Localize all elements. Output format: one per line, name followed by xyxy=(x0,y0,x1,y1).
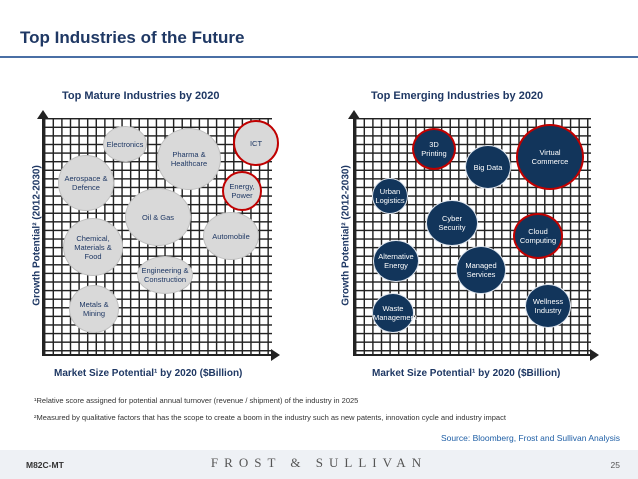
bubble-label: 3D Printing xyxy=(421,140,447,158)
page-number: 25 xyxy=(610,460,620,470)
mature-x-axis-label: Market Size Potential¹ by 2020 ($Billion… xyxy=(54,368,243,379)
bubble-chemical: Chemical, Materials & Food xyxy=(63,218,123,276)
bubble-alternative-energy: Alternative Energy xyxy=(373,240,419,282)
bubble-pharma: Pharma & Healthcare xyxy=(157,128,221,190)
bubble-label: Energy, Power xyxy=(229,182,255,200)
mature-x-arrow-icon xyxy=(271,349,280,361)
bubble-cyber-security: Cyber Security xyxy=(426,200,478,246)
footer-bar xyxy=(0,450,638,479)
bubble-managed-services: Managed Services xyxy=(456,246,506,294)
bubble-waste-management: Waste Management xyxy=(372,293,417,333)
bubble-label: Urban Logistics xyxy=(375,187,405,205)
bubble-label: Aerospace & Defence xyxy=(64,174,108,192)
bubble-label: Automobile xyxy=(212,231,250,241)
bubble-energy: Energy, Power xyxy=(222,171,262,211)
emerging-y-axis-label: Growth Potential² (2012-2030) xyxy=(340,165,352,306)
bubble-label: Pharma & Healthcare xyxy=(170,150,208,168)
bubble-label: Big Data xyxy=(473,162,503,172)
bubble-urban-logistics: Urban Logistics xyxy=(372,178,408,214)
title-divider xyxy=(0,56,638,58)
bubble-label: Cyber Security xyxy=(438,214,466,232)
emerging-x-arrow-icon xyxy=(590,349,599,361)
bubble-aerospace: Aerospace & Defence xyxy=(58,155,114,211)
bubble-metals: Metals & Mining xyxy=(69,285,119,333)
bubble-wellness-industry: Wellness Industry xyxy=(525,284,571,328)
emerging-x-axis-label: Market Size Potential¹ by 2020 ($Billion… xyxy=(372,368,561,379)
mature-y-axis-label: Growth Potential² (2012-2030) xyxy=(31,165,43,306)
bubble-label: Chemical, Materials & Food xyxy=(74,233,112,261)
emerging-y-arrow-icon xyxy=(348,110,360,119)
bubble-engineering: Engineering & Construction xyxy=(137,256,193,294)
bubble-label: Managed Services xyxy=(465,261,497,279)
emerging-panel-title: Top Emerging Industries by 2020 xyxy=(371,90,544,102)
bubble-label: Virtual Commerce xyxy=(531,148,569,166)
footer-code: M82C-MT xyxy=(26,460,64,470)
bubble-automobile: Automobile xyxy=(203,212,259,260)
footnote-1: ¹Relative score assigned for potential a… xyxy=(34,396,359,405)
bubble-label: ICT xyxy=(249,138,263,148)
bubble-label: Cloud Computing xyxy=(519,227,557,245)
brand-logo: FROST & SULLIVAN xyxy=(210,455,428,470)
source-citation: Source: Bloomberg, Frost and Sullivan An… xyxy=(440,433,620,443)
mature-y-arrow-icon xyxy=(37,110,49,119)
footnote-2: ²Measured by qualitative factors that ha… xyxy=(34,413,506,422)
bubble-cloud-computing: Cloud Computing xyxy=(513,213,563,259)
bubble-label: Alternative Energy xyxy=(378,252,414,270)
bubble-label: Waste Management xyxy=(373,304,417,322)
bubble-label: Engineering & Construction xyxy=(141,266,189,284)
bubble-label: Metals & Mining xyxy=(79,300,109,318)
bubble-label: Wellness Industry xyxy=(532,297,564,315)
bubble-oil-gas: Oil & Gas xyxy=(125,188,191,246)
bubble-ict: ICT xyxy=(233,120,279,166)
mature-panel-title: Top Mature Industries by 2020 xyxy=(62,90,220,102)
bubble-3d-printing: 3D Printing xyxy=(412,128,456,170)
bubble-label: Oil & Gas xyxy=(141,212,175,222)
bubble-label: Electronics xyxy=(106,139,144,149)
slide-title: Top Industries of the Future xyxy=(20,28,245,47)
bubble-big-data: Big Data xyxy=(465,145,511,189)
bubble-virtual-commerce: Virtual Commerce xyxy=(516,124,584,190)
bubble-electronics: Electronics xyxy=(103,126,147,162)
